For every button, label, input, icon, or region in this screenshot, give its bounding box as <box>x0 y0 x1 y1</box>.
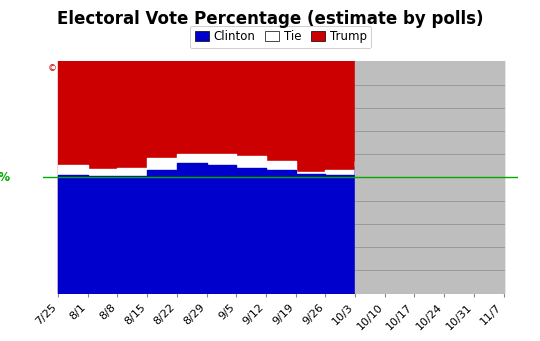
Legend: Clinton, Tie, Trump: Clinton, Tie, Trump <box>190 26 372 48</box>
Text: Electoral Vote Percentage (estimate by polls): Electoral Vote Percentage (estimate by p… <box>57 10 483 28</box>
Text: © ChrisWeigant.com: © ChrisWeigant.com <box>48 64 142 73</box>
Text: 50%: 50% <box>0 171 10 184</box>
